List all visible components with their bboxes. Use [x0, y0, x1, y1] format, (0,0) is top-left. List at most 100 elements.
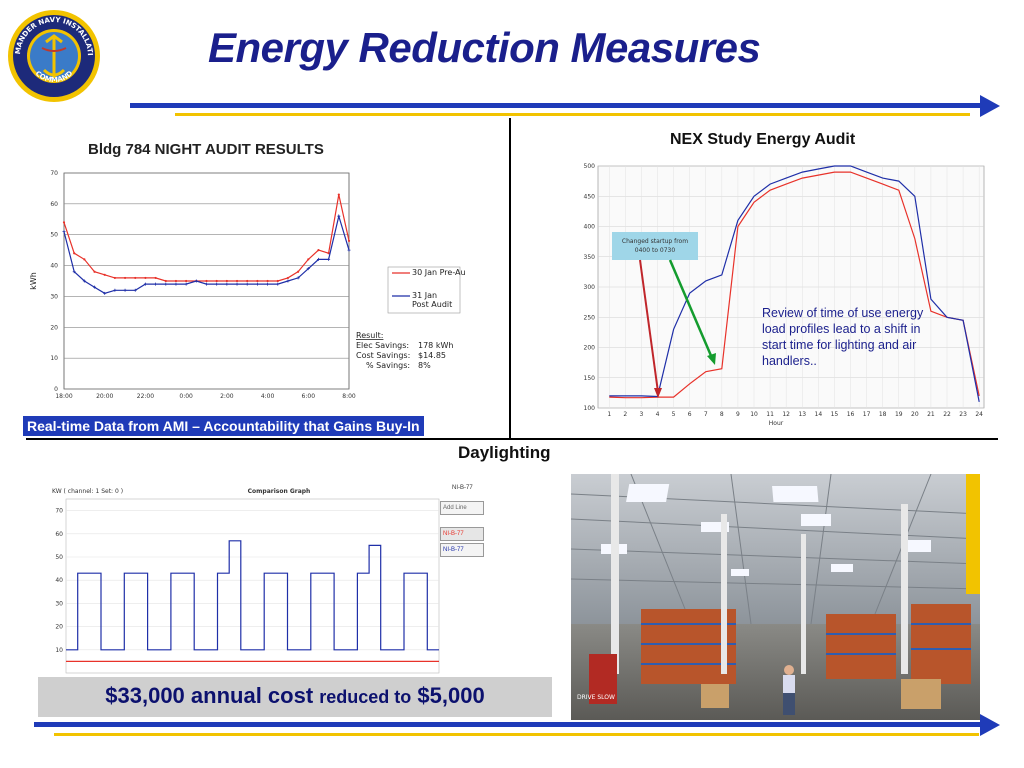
data-point: [246, 279, 249, 283]
y-tick-label: 250: [584, 314, 596, 321]
data-point: [276, 282, 280, 286]
result-heading: Result:: [356, 331, 383, 340]
x-tick-label: 22:00: [137, 393, 154, 400]
result-label: Elec Savings:: [356, 341, 409, 350]
data-point: [82, 279, 86, 283]
data-point: [113, 276, 116, 280]
data-point: [297, 270, 300, 273]
data-point: [276, 279, 279, 283]
warehouse-illustration: DRIVE SLOW: [571, 474, 980, 720]
callout-text: Changed startup from: [622, 238, 688, 245]
data-point: [143, 282, 147, 286]
data-point: [184, 282, 188, 286]
result-label: Cost Savings:: [356, 351, 410, 360]
x-tick-label: 18:00: [55, 393, 72, 400]
data-point: [235, 282, 239, 286]
bottom-rule-arrow-icon: [980, 714, 1000, 736]
x-tick-label: 20:00: [96, 393, 113, 400]
data-point: [144, 276, 147, 280]
y-tick-label: 60: [55, 531, 63, 538]
data-point: [103, 273, 106, 276]
series-line-blue: [66, 540, 439, 651]
data-point: [205, 282, 208, 286]
right-chart-title: NEX Study Energy Audit: [670, 131, 856, 148]
data-point: [93, 270, 96, 273]
data-point: [164, 279, 167, 283]
top-rule-arrow-icon: [980, 95, 1000, 117]
x-tick-label: 22: [943, 411, 951, 418]
y-tick-label: 400: [584, 224, 596, 231]
x-tick-label: 20: [911, 411, 919, 418]
data-point: [62, 230, 66, 234]
x-axis-label: Hour: [769, 420, 784, 427]
page-title: Energy Reduction Measures: [208, 24, 761, 71]
data-point: [296, 276, 300, 280]
series-red-button[interactable]: NI-B-77: [440, 527, 484, 541]
x-tick-label: 4: [656, 411, 660, 418]
data-point: [194, 279, 198, 283]
x-tick-label: 9: [736, 411, 740, 418]
x-tick-label: 7: [704, 411, 708, 418]
legend-label: Post Audit: [412, 300, 452, 309]
right-chart-note: Review of time of use energy load profil…: [762, 306, 924, 368]
graph-header-left: KW ( channel: 1 Set: 0 ): [52, 488, 123, 495]
series-blue-button[interactable]: NI-B-77: [440, 543, 484, 557]
x-tick-label: 4:00: [261, 393, 275, 400]
y-tick-label: 100: [584, 405, 596, 412]
data-point: [266, 282, 270, 286]
data-point: [154, 282, 158, 286]
y-tick-label: 70: [55, 508, 63, 515]
data-point: [205, 279, 208, 283]
red-arrow: [639, 259, 659, 393]
y-tick-label: 450: [584, 193, 596, 200]
navy-logo: COMMANDER NAVY INSTALLATIONS COMMAND: [3, 2, 102, 104]
data-point: [83, 258, 86, 261]
x-tick-label: 6:00: [302, 393, 316, 400]
x-tick-label: 16: [847, 411, 855, 418]
data-point: [337, 193, 340, 196]
x-tick-label: 11: [766, 411, 774, 418]
data-point: [255, 282, 259, 286]
data-point: [317, 249, 320, 252]
data-point: [134, 276, 137, 280]
y-tick-label: 200: [584, 345, 596, 352]
legend-box: [387, 266, 461, 314]
data-point: [327, 257, 331, 261]
data-point: [266, 279, 269, 283]
result-value: 8%: [418, 361, 431, 370]
x-tick-label: 18: [879, 411, 887, 418]
data-point: [215, 282, 219, 286]
banner-text-small: reduced to: [319, 687, 412, 707]
data-point: [316, 257, 320, 261]
y-tick-label: 20: [50, 324, 58, 331]
warehouse-photo: DRIVE SLOW: [571, 474, 980, 720]
callout-box: [612, 232, 698, 260]
bottom-rule-blue: [34, 722, 982, 727]
data-point: [306, 267, 310, 271]
bottom-rule-gold: [54, 733, 979, 736]
header-right-label: NI-B-77: [452, 485, 473, 491]
data-point: [337, 214, 341, 218]
x-tick-label: 8:00: [342, 393, 356, 400]
x-tick-label: 6: [688, 411, 692, 418]
photo-sign-text: DRIVE SLOW: [577, 694, 615, 701]
horizontal-divider: [26, 438, 998, 440]
data-point: [286, 276, 290, 280]
legend-label: 31 Jan: [412, 291, 437, 300]
add-line-button[interactable]: Add Line: [440, 501, 484, 515]
night-audit-chart: 0 10 20 30 40 50 60 70 18:00 20:00 22:00 0:00 2:00 4:…: [29, 170, 466, 400]
x-tick-label: 14: [815, 411, 823, 418]
x-tick-label: 1: [607, 411, 611, 418]
data-point: [347, 248, 351, 252]
green-arrow-head: [707, 353, 716, 365]
y-tick-label: 350: [584, 254, 596, 261]
top-rule-blue: [130, 103, 982, 108]
left-chart-caption: Real-time Data from AMI – Accountability…: [23, 416, 424, 436]
y-tick-label: 30: [55, 600, 63, 607]
daylighting-title: Daylighting: [458, 443, 551, 462]
y-tick-label: 50: [50, 232, 58, 239]
left-chart-title: Bldg 784 NIGHT AUDIT RESULTS: [88, 141, 324, 158]
x-tick-label: 15: [831, 411, 839, 418]
data-point: [286, 279, 290, 283]
data-point: [123, 288, 127, 292]
